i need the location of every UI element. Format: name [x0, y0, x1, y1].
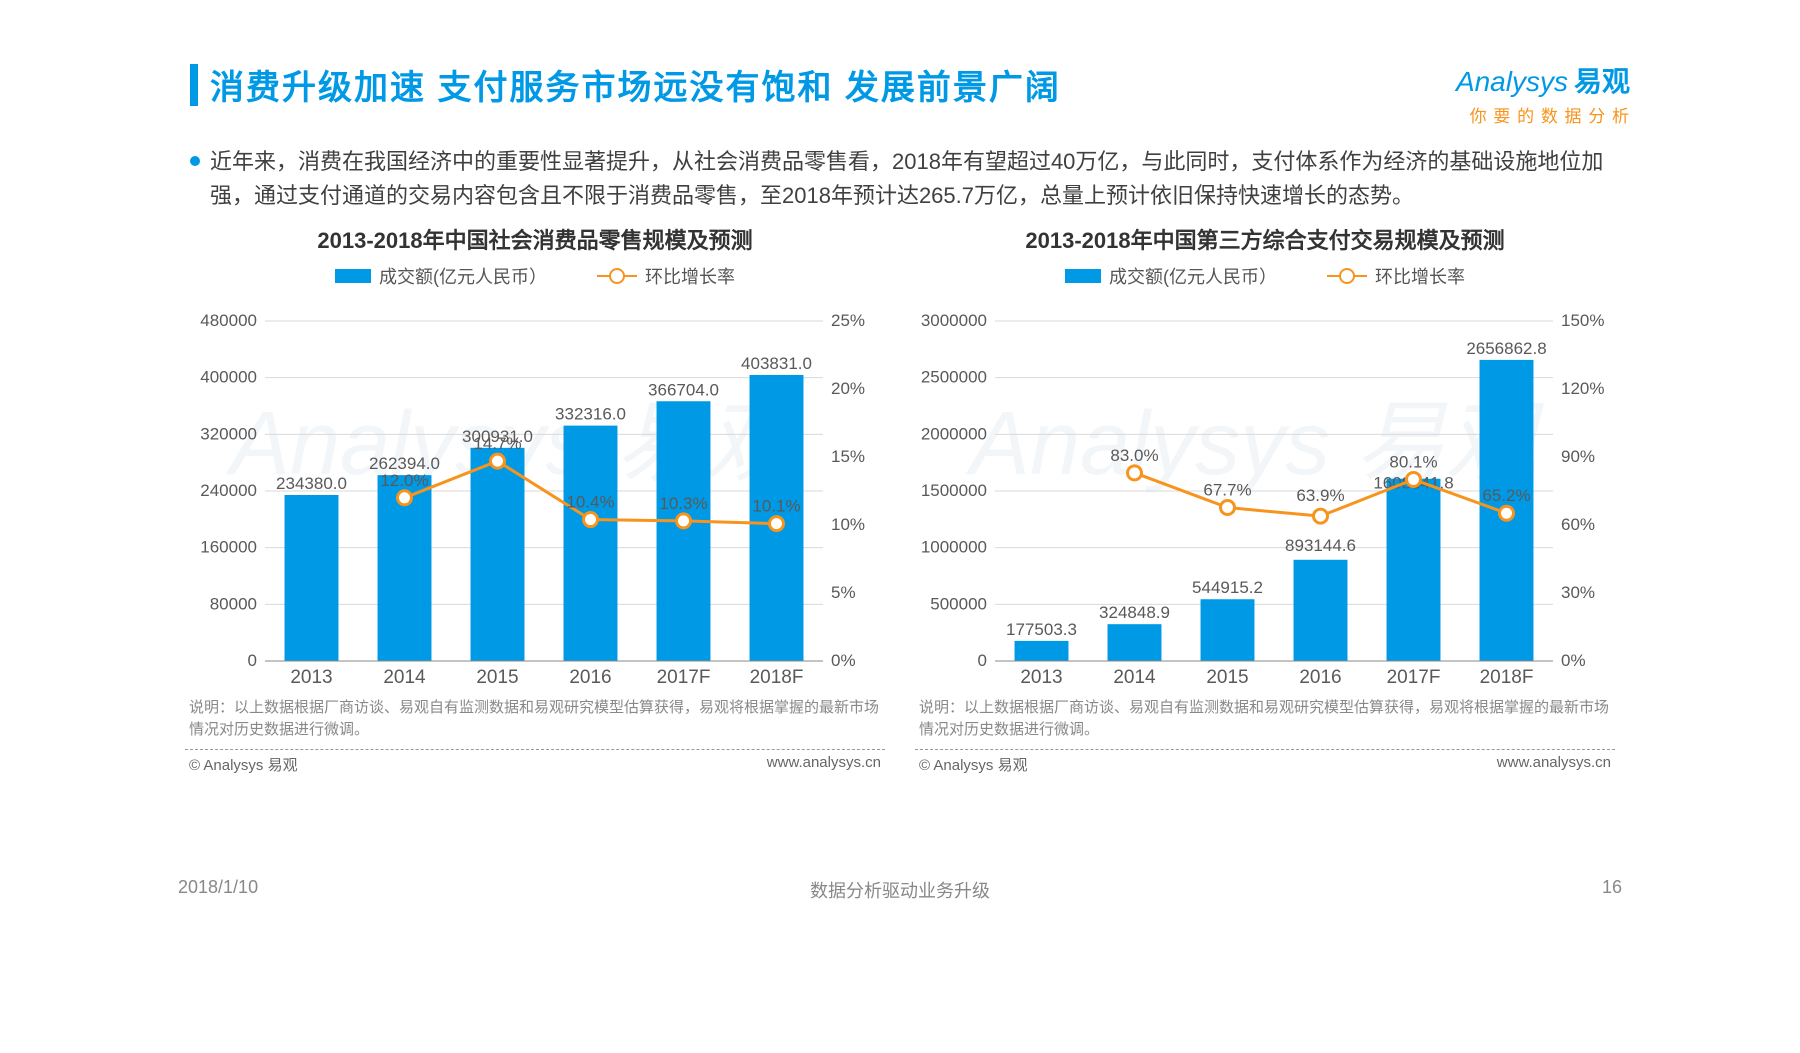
chart-left-title: 2013-2018年中国社会消费品零售规模及预测 — [185, 223, 885, 255]
logo-tagline: 你 要 的 数 据 分 析 — [1456, 102, 1630, 127]
svg-text:2014: 2014 — [1113, 667, 1156, 688]
footer-page: 16 — [1602, 877, 1622, 898]
svg-text:480000: 480000 — [200, 311, 257, 330]
svg-text:10%: 10% — [831, 515, 865, 534]
legend-bar-icon — [1065, 269, 1101, 283]
chart-right-title: 2013-2018年中国第三方综合支付交易规模及预测 — [915, 223, 1615, 255]
logo-text-cn: 易观 — [1574, 66, 1630, 97]
legend-line-icon — [1327, 275, 1367, 277]
svg-text:10.1%: 10.1% — [752, 497, 800, 516]
svg-text:2016: 2016 — [569, 667, 611, 688]
legend-line-label: 环比增长率 — [1375, 263, 1465, 289]
svg-text:5%: 5% — [831, 583, 856, 602]
bullet-dot-icon — [190, 156, 200, 166]
svg-text:2013: 2013 — [1020, 667, 1062, 688]
svg-text:160000: 160000 — [200, 538, 257, 557]
svg-text:83.0%: 83.0% — [1110, 446, 1158, 465]
svg-text:60%: 60% — [1561, 515, 1595, 534]
svg-text:320000: 320000 — [200, 425, 257, 444]
chart-right-note: 说明：以上数据根据厂商访谈、易观自有监测数据和易观研究模型估算获得，易观将根据掌… — [915, 697, 1615, 741]
svg-text:30%: 30% — [1561, 583, 1595, 602]
logo-text-en: Analysys — [1456, 66, 1568, 97]
legend-line-label: 环比增长率 — [645, 263, 735, 289]
legend-bar-label: 成交额(亿元人民币） — [379, 263, 547, 289]
svg-text:332316.0: 332316.0 — [555, 405, 626, 424]
title-accent-bar — [190, 64, 198, 106]
svg-text:10.4%: 10.4% — [566, 493, 614, 512]
svg-text:14.7%: 14.7% — [473, 434, 521, 453]
source-url: www.analysys.cn — [767, 754, 881, 775]
svg-text:80.1%: 80.1% — [1389, 453, 1437, 472]
svg-text:2000000: 2000000 — [921, 425, 987, 444]
chart-legend: 成交额(亿元人民币） 环比增长率 — [185, 263, 885, 289]
svg-text:120%: 120% — [1561, 379, 1604, 398]
svg-text:90%: 90% — [1561, 447, 1595, 466]
svg-text:177503.3: 177503.3 — [1006, 620, 1077, 639]
svg-text:2016: 2016 — [1299, 667, 1341, 688]
legend-line-icon — [597, 275, 637, 277]
svg-text:67.7%: 67.7% — [1203, 481, 1251, 500]
svg-text:324848.9: 324848.9 — [1099, 603, 1170, 622]
svg-text:366704.0: 366704.0 — [648, 380, 719, 399]
svg-text:1000000: 1000000 — [921, 538, 987, 557]
svg-text:2015: 2015 — [476, 667, 518, 688]
svg-text:893144.6: 893144.6 — [1285, 536, 1356, 555]
svg-text:2656862.8: 2656862.8 — [1466, 339, 1546, 358]
svg-text:0%: 0% — [831, 651, 856, 670]
svg-text:20%: 20% — [831, 379, 865, 398]
divider — [185, 749, 885, 750]
copyright: © Analysys 易观 — [919, 754, 1028, 775]
chart-left: 0 80000 160000 240000 320000 400000 480000 0% 5%… — [185, 293, 885, 693]
chart-left-panel: 2013-2018年中国社会消费品零售规模及预测 成交额(亿元人民币） 环比增长… — [185, 223, 885, 775]
svg-text:2018F: 2018F — [750, 667, 804, 688]
source-url: www.analysys.cn — [1497, 754, 1611, 775]
svg-text:80000: 80000 — [210, 595, 257, 614]
logo: Analysys易观 你 要 的 数 据 分 析 — [1456, 60, 1630, 127]
svg-text:150%: 150% — [1561, 311, 1604, 330]
svg-text:2018F: 2018F — [1480, 667, 1534, 688]
svg-text:0: 0 — [248, 651, 257, 670]
svg-text:65.2%: 65.2% — [1482, 486, 1530, 505]
svg-text:403831.0: 403831.0 — [741, 354, 812, 373]
chart-legend: 成交额(亿元人民币） 环比增长率 — [915, 263, 1615, 289]
svg-text:15%: 15% — [831, 447, 865, 466]
svg-text:2014: 2014 — [383, 667, 426, 688]
svg-text:240000: 240000 — [200, 481, 257, 500]
chart-right-panel: 2013-2018年中国第三方综合支付交易规模及预测 成交额(亿元人民币） 环比… — [915, 223, 1615, 775]
page-title: 消费升级加速 支付服务市场远没有饱和 发展前景广阔 — [210, 60, 1061, 109]
copyright: © Analysys 易观 — [189, 754, 298, 775]
svg-text:2015: 2015 — [1206, 667, 1248, 688]
svg-text:63.9%: 63.9% — [1296, 486, 1344, 505]
svg-text:12.0%: 12.0% — [380, 471, 428, 490]
legend-bar-label: 成交额(亿元人民币） — [1109, 263, 1277, 289]
svg-text:400000: 400000 — [200, 368, 257, 387]
svg-text:2017F: 2017F — [657, 667, 711, 688]
svg-text:500000: 500000 — [930, 595, 987, 614]
footer-center: 数据分析驱动业务升级 — [810, 877, 990, 903]
svg-text:2017F: 2017F — [1387, 667, 1441, 688]
svg-text:3000000: 3000000 — [921, 311, 987, 330]
svg-text:2013: 2013 — [290, 667, 332, 688]
legend-bar-icon — [335, 269, 371, 283]
svg-text:0%: 0% — [1561, 651, 1586, 670]
chart-left-note: 说明：以上数据根据厂商访谈、易观自有监测数据和易观研究模型估算获得，易观将根据掌… — [185, 697, 885, 741]
chart-right: 0 500000 1000000 1500000 2000000 2500000 30000… — [915, 293, 1615, 693]
bullet-text: 近年来，消费在我国经济中的重要性显著提升，从社会消费品零售看，2018年有望超过… — [210, 145, 1610, 213]
slide-footer: 2018/1/10 数据分析驱动业务升级 16 — [130, 877, 1670, 898]
bullet-point: 近年来，消费在我国经济中的重要性显著提升，从社会消费品零售看，2018年有望超过… — [130, 127, 1670, 213]
slide: Analysys 易观 Analysys 易观 消费升级加速 支付服务市场远没有… — [130, 40, 1670, 910]
svg-text:10.3%: 10.3% — [659, 494, 707, 513]
svg-text:1500000: 1500000 — [921, 481, 987, 500]
footer-date: 2018/1/10 — [178, 877, 258, 898]
svg-text:544915.2: 544915.2 — [1192, 578, 1263, 597]
header: 消费升级加速 支付服务市场远没有饱和 发展前景广阔 Analysys易观 你 要… — [130, 40, 1670, 127]
divider — [915, 749, 1615, 750]
svg-text:0: 0 — [978, 651, 987, 670]
svg-text:2500000: 2500000 — [921, 368, 987, 387]
svg-text:25%: 25% — [831, 311, 865, 330]
svg-text:234380.0: 234380.0 — [276, 474, 347, 493]
